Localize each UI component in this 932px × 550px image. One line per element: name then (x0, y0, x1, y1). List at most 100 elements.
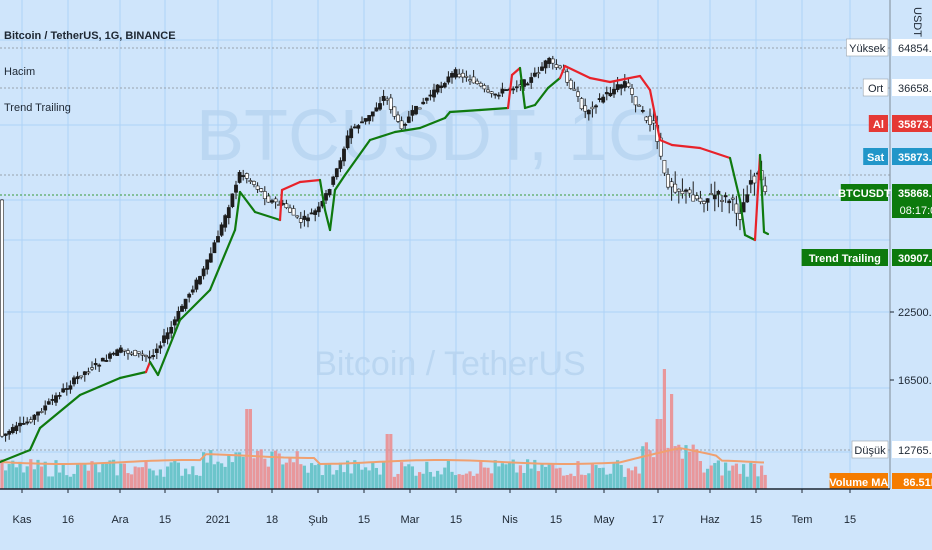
candle[interactable] (435, 84, 440, 93)
candle[interactable] (194, 279, 199, 290)
candle[interactable] (18, 422, 22, 427)
candle[interactable] (576, 91, 580, 97)
candle[interactable] (230, 193, 235, 207)
candle[interactable] (21, 423, 26, 425)
candle[interactable] (594, 105, 598, 108)
candle[interactable] (302, 215, 307, 220)
candle[interactable] (630, 87, 634, 95)
candle[interactable] (626, 82, 631, 87)
candle[interactable] (730, 197, 735, 200)
candle[interactable] (187, 293, 192, 298)
candle[interactable] (489, 91, 494, 94)
candle[interactable] (180, 305, 184, 312)
candle[interactable] (108, 353, 112, 359)
candle[interactable] (586, 109, 591, 115)
candle[interactable] (464, 75, 469, 78)
candle[interactable] (266, 195, 271, 203)
candle[interactable] (50, 399, 55, 401)
candle[interactable] (100, 357, 105, 362)
candle[interactable] (453, 69, 458, 78)
candle[interactable] (669, 181, 674, 188)
candle[interactable] (61, 388, 66, 393)
candle[interactable] (28, 419, 33, 423)
candle[interactable] (104, 360, 109, 362)
candle[interactable] (666, 174, 670, 188)
candle[interactable] (172, 319, 177, 326)
candle[interactable] (712, 194, 717, 200)
candle[interactable] (601, 96, 606, 103)
candle[interactable] (284, 203, 289, 208)
candle[interactable] (183, 298, 188, 309)
symbol-title[interactable]: Bitcoin / TetherUS, 1G, BINANCE (4, 30, 176, 42)
candle[interactable] (334, 168, 339, 178)
candle[interactable] (406, 116, 411, 123)
candle[interactable] (673, 183, 678, 193)
candle[interactable] (500, 88, 505, 94)
candle[interactable] (716, 190, 721, 195)
candle[interactable] (151, 354, 156, 357)
candle[interactable] (86, 371, 91, 374)
candle[interactable] (579, 98, 584, 110)
candle[interactable] (554, 64, 559, 68)
candle[interactable] (244, 173, 249, 179)
candle[interactable] (0, 199, 4, 437)
candle[interactable] (486, 89, 490, 93)
candle[interactable] (198, 276, 202, 285)
candle[interactable] (165, 332, 170, 340)
candle[interactable] (270, 200, 274, 203)
candle[interactable] (471, 76, 476, 84)
candle[interactable] (205, 259, 210, 270)
candle[interactable] (460, 72, 465, 78)
candle[interactable] (241, 175, 246, 177)
candle[interactable] (93, 363, 98, 366)
candle[interactable] (46, 401, 51, 405)
candle[interactable] (208, 253, 213, 263)
candle[interactable] (550, 58, 555, 64)
candle[interactable] (90, 367, 94, 370)
candle[interactable] (662, 160, 667, 174)
candle[interactable] (147, 356, 152, 359)
candle[interactable] (450, 72, 454, 78)
candle[interactable] (640, 110, 645, 112)
candle[interactable] (255, 185, 260, 190)
candle[interactable] (727, 200, 732, 204)
candle[interactable] (680, 190, 685, 194)
candle[interactable] (381, 95, 386, 101)
candle[interactable] (478, 82, 483, 87)
candle[interactable] (417, 107, 422, 110)
candle[interactable] (424, 97, 429, 101)
candle[interactable] (118, 347, 123, 353)
candle[interactable] (234, 184, 238, 193)
candle[interactable] (360, 121, 364, 124)
candle[interactable] (25, 421, 30, 424)
candle[interactable] (136, 351, 141, 354)
candle[interactable] (558, 65, 562, 69)
candle[interactable] (154, 348, 159, 353)
candle[interactable] (190, 289, 195, 293)
candle[interactable] (684, 189, 688, 192)
candle[interactable] (752, 175, 757, 184)
candle[interactable] (583, 105, 588, 112)
candle[interactable] (648, 115, 652, 125)
candle[interactable] (720, 200, 724, 202)
candle[interactable] (622, 81, 627, 88)
candle[interactable] (316, 206, 321, 213)
candle[interactable] (129, 352, 134, 355)
candle[interactable] (572, 88, 577, 91)
candle[interactable] (252, 181, 256, 185)
candle[interactable] (43, 405, 48, 411)
candle[interactable] (39, 411, 44, 413)
candle[interactable] (82, 371, 87, 376)
candle[interactable] (367, 115, 372, 122)
candle[interactable] (158, 345, 163, 349)
candle[interactable] (378, 103, 382, 110)
candle[interactable] (428, 94, 433, 97)
candle[interactable] (327, 189, 332, 196)
candle[interactable] (216, 236, 220, 243)
candle[interactable] (493, 93, 498, 96)
candle[interactable] (468, 79, 472, 82)
candle[interactable] (511, 88, 516, 91)
candle[interactable] (14, 425, 19, 432)
candle[interactable] (414, 105, 418, 115)
